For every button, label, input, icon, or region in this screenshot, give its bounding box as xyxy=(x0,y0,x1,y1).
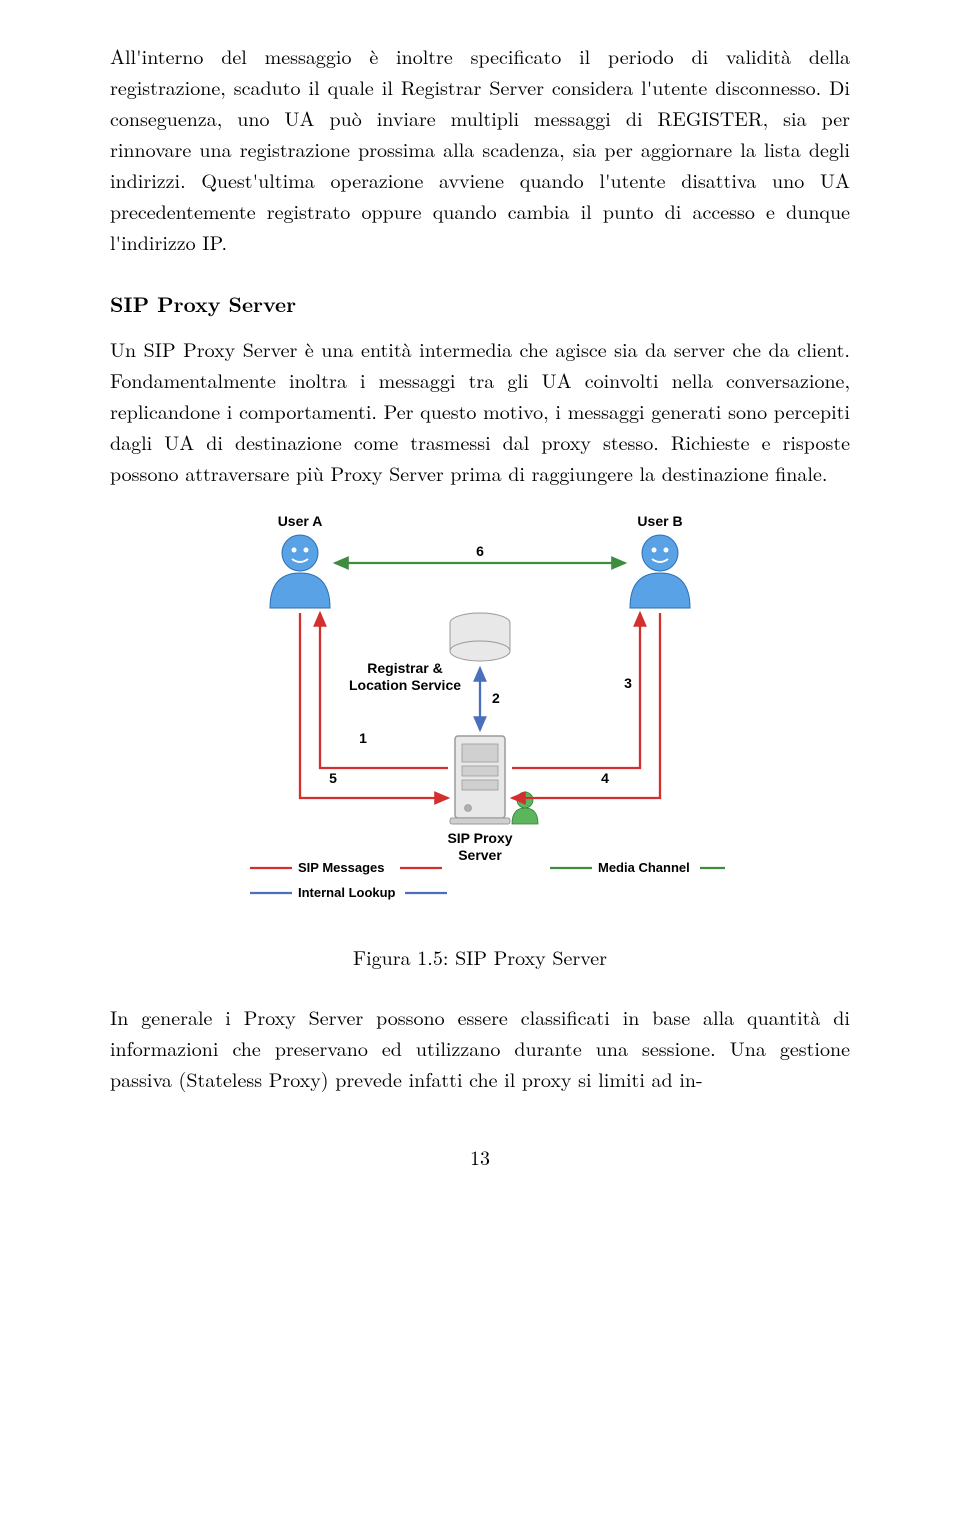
figure-sip-proxy: User A User B Registrar & Location Servi… xyxy=(230,508,730,971)
server-icon xyxy=(450,736,510,824)
legend: SIP Messages Internal Lookup Media Chann… xyxy=(250,860,725,900)
proxy-label-2: Server xyxy=(458,847,502,863)
database-icon xyxy=(450,613,510,661)
page-number: 13 xyxy=(110,1142,850,1171)
registrar-label-2: Location Service xyxy=(349,677,461,693)
section-heading-sip-proxy: SIP Proxy Server xyxy=(110,289,850,319)
paragraph-2: Un SIP Proxy Server è una entità interme… xyxy=(110,333,850,488)
paragraph-1: All'interno del messaggio è inoltre spec… xyxy=(110,40,850,257)
figure-svg: User A User B Registrar & Location Servi… xyxy=(230,508,730,928)
mini-user-icon xyxy=(512,792,538,824)
paragraph-3: In generale i Proxy Server possono esser… xyxy=(110,1001,850,1094)
arrow-3-number: 3 xyxy=(624,675,632,691)
page: All'interno del messaggio è inoltre spec… xyxy=(0,0,960,1231)
legend-internal-label: Internal Lookup xyxy=(298,885,396,900)
user-a-label: User A xyxy=(278,513,323,529)
user-a-icon xyxy=(270,535,330,608)
arrow-6-number: 6 xyxy=(476,543,484,559)
arrow-3-sip xyxy=(512,613,640,768)
registrar-label-1: Registrar & xyxy=(367,660,442,676)
arrow-5-number: 5 xyxy=(329,770,337,786)
user-b-icon xyxy=(630,535,690,608)
arrow-2-number: 2 xyxy=(492,690,500,706)
proxy-label-1: SIP Proxy xyxy=(447,830,512,846)
legend-sip-label: SIP Messages xyxy=(298,860,384,875)
arrow-1-sip xyxy=(300,613,448,798)
arrow-4-sip xyxy=(512,613,660,798)
figure-caption: Figura 1.5: SIP Proxy Server xyxy=(230,942,730,971)
user-b-label: User B xyxy=(637,513,682,529)
arrow-4-number: 4 xyxy=(601,770,609,786)
arrow-1-number: 1 xyxy=(359,730,367,746)
legend-media-label: Media Channel xyxy=(598,860,690,875)
